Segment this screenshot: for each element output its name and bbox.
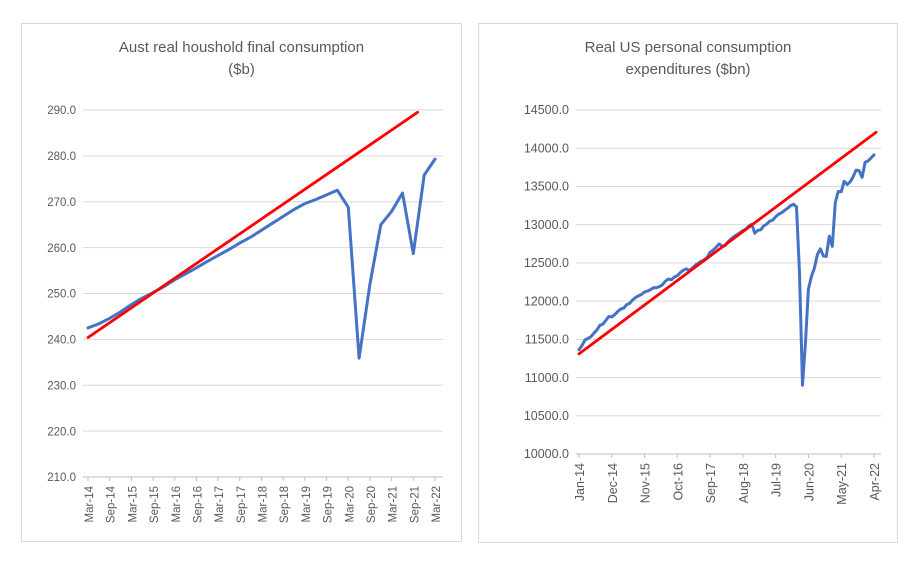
x-axis-tick-label: Mar-14 xyxy=(84,485,96,522)
x-axis-tick-label: May-21 xyxy=(835,463,849,505)
x-axis-tick-label: Jun-20 xyxy=(802,463,816,501)
aust-consumption-plot: 290.0 280.0 270.0 260.0 250.0 240.0 230.0 220.0… xyxy=(47,105,443,523)
x-axis-tick-label: Nov-15 xyxy=(639,463,653,503)
x-axis-tick-label: Sep-14 xyxy=(106,485,118,523)
y-axis-tick-label: 230.0 xyxy=(47,380,76,392)
y-axis-tick-label: 12000.0 xyxy=(524,294,569,308)
x-axis-tick-label: Mar-22 xyxy=(431,486,443,522)
y-axis-tick-label: 13500.0 xyxy=(524,180,569,194)
y-axis-tick-label: 14000.0 xyxy=(524,141,569,155)
y-axis-tick-label: 270.0 xyxy=(47,197,76,209)
x-axis-tick-label: Sep-18 xyxy=(279,486,291,523)
y-axis-tick-label: 260.0 xyxy=(47,243,76,255)
x-axis-tick-label: Mar-21 xyxy=(388,486,400,522)
x-axis-tick-label: Jan-14 xyxy=(573,463,587,501)
y-axis-tick-label: 280.0 xyxy=(47,151,76,163)
x-axis-tick-label: Sep-17 xyxy=(236,486,248,523)
x-axis-tick-label: Apr-22 xyxy=(868,463,882,501)
x-axis-tick-label: Mar-20 xyxy=(344,486,356,522)
x-axis-tick-label: Mar-19 xyxy=(301,486,313,522)
x-axis-tick-label: Sep-20 xyxy=(366,486,378,523)
x-axis-tick-label: Sep-15 xyxy=(149,486,161,523)
y-axis-tick-label: 12500.0 xyxy=(524,256,569,270)
series-line-actual xyxy=(86,157,437,360)
x-axis-tick-label: Oct-16 xyxy=(671,463,685,501)
aust-consumption-chart: 290.0 280.0 270.0 260.0 250.0 240.0 230.0 220.0… xyxy=(21,23,462,542)
x-axis-tick-label: Mar-15 xyxy=(127,486,139,522)
trend-line xyxy=(577,130,878,356)
x-axis-tick-label: Mar-17 xyxy=(214,486,226,522)
x-axis-tick-label: Mar-16 xyxy=(171,486,183,522)
y-axis-tick-label: 210.0 xyxy=(47,472,76,484)
y-axis-tick-label: 220.0 xyxy=(47,426,76,438)
x-axis-tick-label: Sep-21 xyxy=(409,486,421,523)
y-axis-tick-label: 13000.0 xyxy=(524,218,569,232)
us-pce-chart: 14500.0 14000.0 13500.0 13000.0 12500.0 12000… xyxy=(478,23,898,543)
series-line-actual xyxy=(577,153,876,387)
x-axis-tick-label: Aug-18 xyxy=(737,463,751,503)
x-axis-tick-label: Jul-19 xyxy=(770,463,784,497)
x-axis-tick-label: Sep-17 xyxy=(704,463,718,503)
y-axis-tick-label: 10000.0 xyxy=(524,447,569,461)
y-axis-tick-label: 250.0 xyxy=(47,289,76,301)
y-axis-tick-label: 14500.0 xyxy=(524,103,569,117)
x-axis-tick-label: Sep-19 xyxy=(323,486,335,523)
trend-line xyxy=(86,110,420,339)
x-axis-tick-label: Dec-14 xyxy=(606,463,620,503)
y-axis-tick-label: 10500.0 xyxy=(524,409,569,423)
x-axis-tick-label: Sep-16 xyxy=(192,486,204,523)
y-axis-tick-label: 240.0 xyxy=(47,335,76,347)
y-axis-tick-label: 11500.0 xyxy=(525,333,569,347)
us-pce-plot: 14500.0 14000.0 13500.0 13000.0 12500.0 12000… xyxy=(524,103,882,505)
y-axis-tick-label: 11000.0 xyxy=(525,371,569,385)
y-axis-tick-label: 290.0 xyxy=(47,105,76,117)
x-axis-tick-label: Mar-18 xyxy=(258,486,270,522)
